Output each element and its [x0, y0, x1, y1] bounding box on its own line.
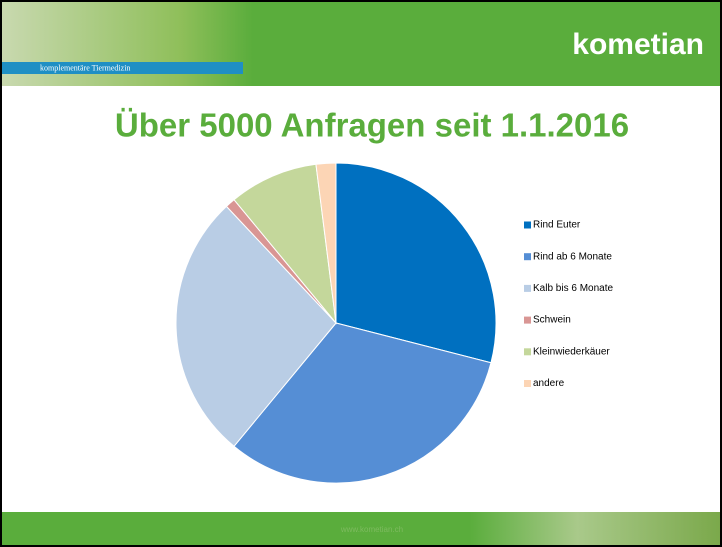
legend-swatch — [524, 253, 531, 261]
legend-label: andere — [533, 378, 565, 389]
legend-swatch — [524, 316, 531, 324]
legend-label: Kalb bis 6 Monate — [533, 283, 613, 294]
chart-title: Über 5000 Anfragen seit 1.1.2016 — [115, 107, 629, 144]
pie-slice — [335, 162, 497, 364]
legend-label: Rind ab 6 Monate — [533, 251, 612, 262]
pie-slice — [233, 163, 337, 325]
legend-label: Schwein — [533, 315, 571, 326]
footer-url: www.kometian.ch — [340, 525, 403, 534]
legend-swatch — [524, 221, 531, 229]
legend-label: Kleinwiederkäuer — [533, 346, 610, 357]
pie-slice — [175, 205, 337, 447]
legend-label: Rind Euter — [533, 220, 581, 231]
legend-swatch — [524, 380, 531, 387]
pie-slice — [315, 162, 337, 324]
tagline-bar — [0, 62, 243, 74]
tagline: komplementäre Tiermedizin — [40, 63, 130, 72]
logo: kometian — [572, 28, 704, 61]
footer-band — [0, 512, 722, 547]
pie-slice — [233, 322, 492, 484]
legend-swatch — [524, 284, 531, 292]
pie: Rind Euter Rind ab 6 Monate Kalb bis 6 Mon… — [175, 162, 613, 484]
legend-swatch — [524, 348, 531, 356]
